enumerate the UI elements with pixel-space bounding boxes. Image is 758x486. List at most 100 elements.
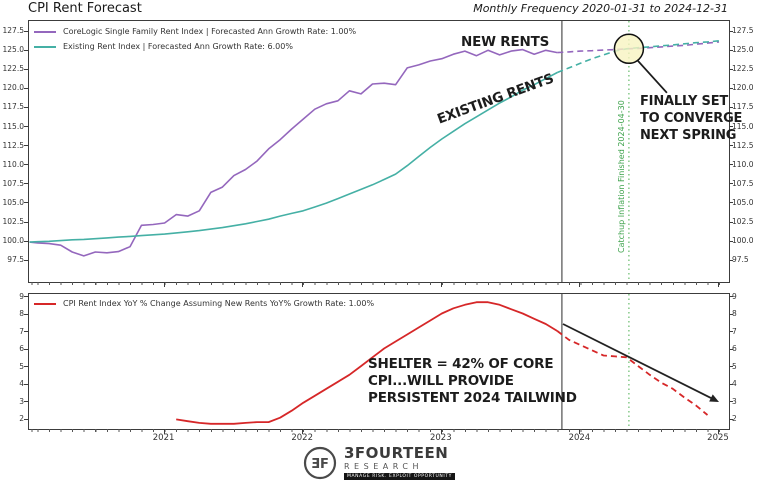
y-tick-mark [729,202,733,204]
y-tick-label-left: 102.5 [2,217,24,226]
legend-item-corelogic: CoreLogic Single Family Rent Index | For… [34,24,356,39]
y-tick-mark [729,87,733,89]
y-tick-label-right: 102.5 [732,217,754,226]
y-tick-label-left: 117.5 [2,102,24,112]
shelter-annotation: SHELTER = 42% OF CORE CPI...WILL PROVIDE… [368,356,577,406]
teal-line-swatch-icon [34,45,56,48]
y-tick-label-right: 115.0 [732,121,754,131]
converge-annotation: FINALLY SET TO CONVERGE NEXT SPRING [640,94,743,143]
bottom-xaxis-minor-ticks [29,429,728,432]
y-tick-label-left: 6 [19,344,24,354]
brand-name: 3FOURTEEN [344,444,449,462]
y-tick-mark [24,401,28,403]
y-tick-mark [729,240,733,242]
y-tick-mark [24,418,28,420]
bottom-legend: CPI Rent Index YoY % Change Assuming New… [34,296,374,311]
brand-tagline: MANAGE RISK. EXPLOIT OPPORTUNITY [344,473,455,480]
y-tick-label-left: 105.0 [2,197,24,207]
y-tick-mark [24,49,28,51]
top-chart-panel: CoreLogic Single Family Rent Index | For… [28,20,730,283]
svg-text:ƎF: ƎF [311,457,329,472]
y-tick-mark [729,49,733,51]
y-tick-label-right: 5 [732,361,737,371]
x-tick-mark [579,429,581,434]
bottom-chart-panel: CPI Rent Index YoY % Change Assuming New… [28,293,730,430]
y-tick-label-right: 4 [732,379,737,389]
x-tick-mark [163,429,165,434]
x-tick-label: 2024 [568,433,591,443]
y-tick-mark [729,183,733,185]
data-series-line [176,301,558,425]
y-tick-label-left: 110.0 [2,159,24,169]
x-tick-mark [302,429,304,434]
y-tick-mark [24,240,28,242]
y-tick-mark [24,145,28,147]
y-tick-mark [24,68,28,70]
brand-logo: ƎF 3FOURTEEN RESEARCH MANAGE RISK. EXPLO… [303,446,455,480]
legend-item-existing: Existing Rent Index | Forecasted Ann Gro… [34,39,356,54]
y-tick-mark [729,68,733,70]
page-title: CPI Rent Forecast [28,1,142,16]
trend-arrow-head [709,394,719,402]
y-tick-mark [24,164,28,166]
y-tick-mark [729,126,733,127]
y-tick-mark [729,313,733,315]
y-tick-label-left: 9 [19,291,24,301]
y-tick-mark [24,87,28,89]
x-tick-mark [579,282,581,287]
new-rents-label: NEW RENTS [461,34,550,50]
pointer-line [637,60,668,94]
top-legend: CoreLogic Single Family Rent Index | For… [34,24,356,54]
y-tick-label-right: 107.5 [732,178,754,188]
y-tick-mark [729,30,733,32]
top-xaxis-minor-ticks [29,282,728,285]
y-tick-label-left: 5 [19,361,24,371]
y-tick-mark [24,383,28,385]
y-tick-mark [729,221,733,223]
x-tick-mark [163,282,165,287]
y-tick-label-left: 115.0 [2,121,24,131]
y-tick-label-left: 100.0 [2,236,24,246]
y-tick-mark [729,164,733,166]
y-tick-mark [24,126,28,127]
data-series-line [556,330,709,416]
catchup-inflation-label: Catchup Inflation Finished 2024-04-30 [617,100,626,253]
y-tick-label-right: 125.0 [732,45,754,55]
y-tick-label-left: 122.5 [2,64,24,74]
y-tick-mark [729,145,733,147]
y-tick-mark [24,202,28,204]
brand-subname: RESEARCH [344,462,423,471]
y-tick-mark [729,348,733,350]
brand-text-block: 3FOURTEEN RESEARCH MANAGE RISK. EXPLOIT … [344,446,455,480]
y-tick-mark [729,296,733,298]
y-tick-mark [729,259,733,261]
x-tick-mark [718,429,719,434]
y-tick-label-right: 112.5 [732,140,754,150]
trend-arrow-line [562,323,713,400]
y-tick-mark [729,401,733,403]
y-tick-mark [729,418,733,420]
y-tick-mark [24,331,28,333]
y-tick-mark [24,313,28,315]
3f-monogram-icon: ƎF [303,446,337,480]
y-tick-label-right: 9 [732,291,737,301]
y-tick-label-right: 120.0 [732,83,754,93]
y-tick-mark [24,30,28,32]
y-tick-label-right: 105.0 [732,197,754,207]
legend-label: CoreLogic Single Family Rent Index | For… [63,27,357,36]
y-tick-label-right: 97.5 [732,255,749,265]
legend-label: Existing Rent Index | Forecasted Ann Gro… [63,42,293,51]
y-tick-mark [24,296,28,298]
y-tick-label-right: 2 [732,414,737,424]
y-tick-mark [729,106,733,108]
y-tick-label-left: 125.0 [2,45,24,55]
y-tick-label-left: 2 [19,414,24,424]
y-tick-label-left: 107.5 [2,178,24,188]
top-chart-canvas [29,21,720,282]
y-tick-label-right: 6 [732,344,737,354]
legend-item-cpi-rent-yoy: CPI Rent Index YoY % Change Assuming New… [34,296,374,311]
y-tick-label-left: 97.5 [7,255,24,265]
y-tick-label-left: 3 [19,396,24,406]
legend-label: CPI Rent Index YoY % Change Assuming New… [63,299,375,308]
